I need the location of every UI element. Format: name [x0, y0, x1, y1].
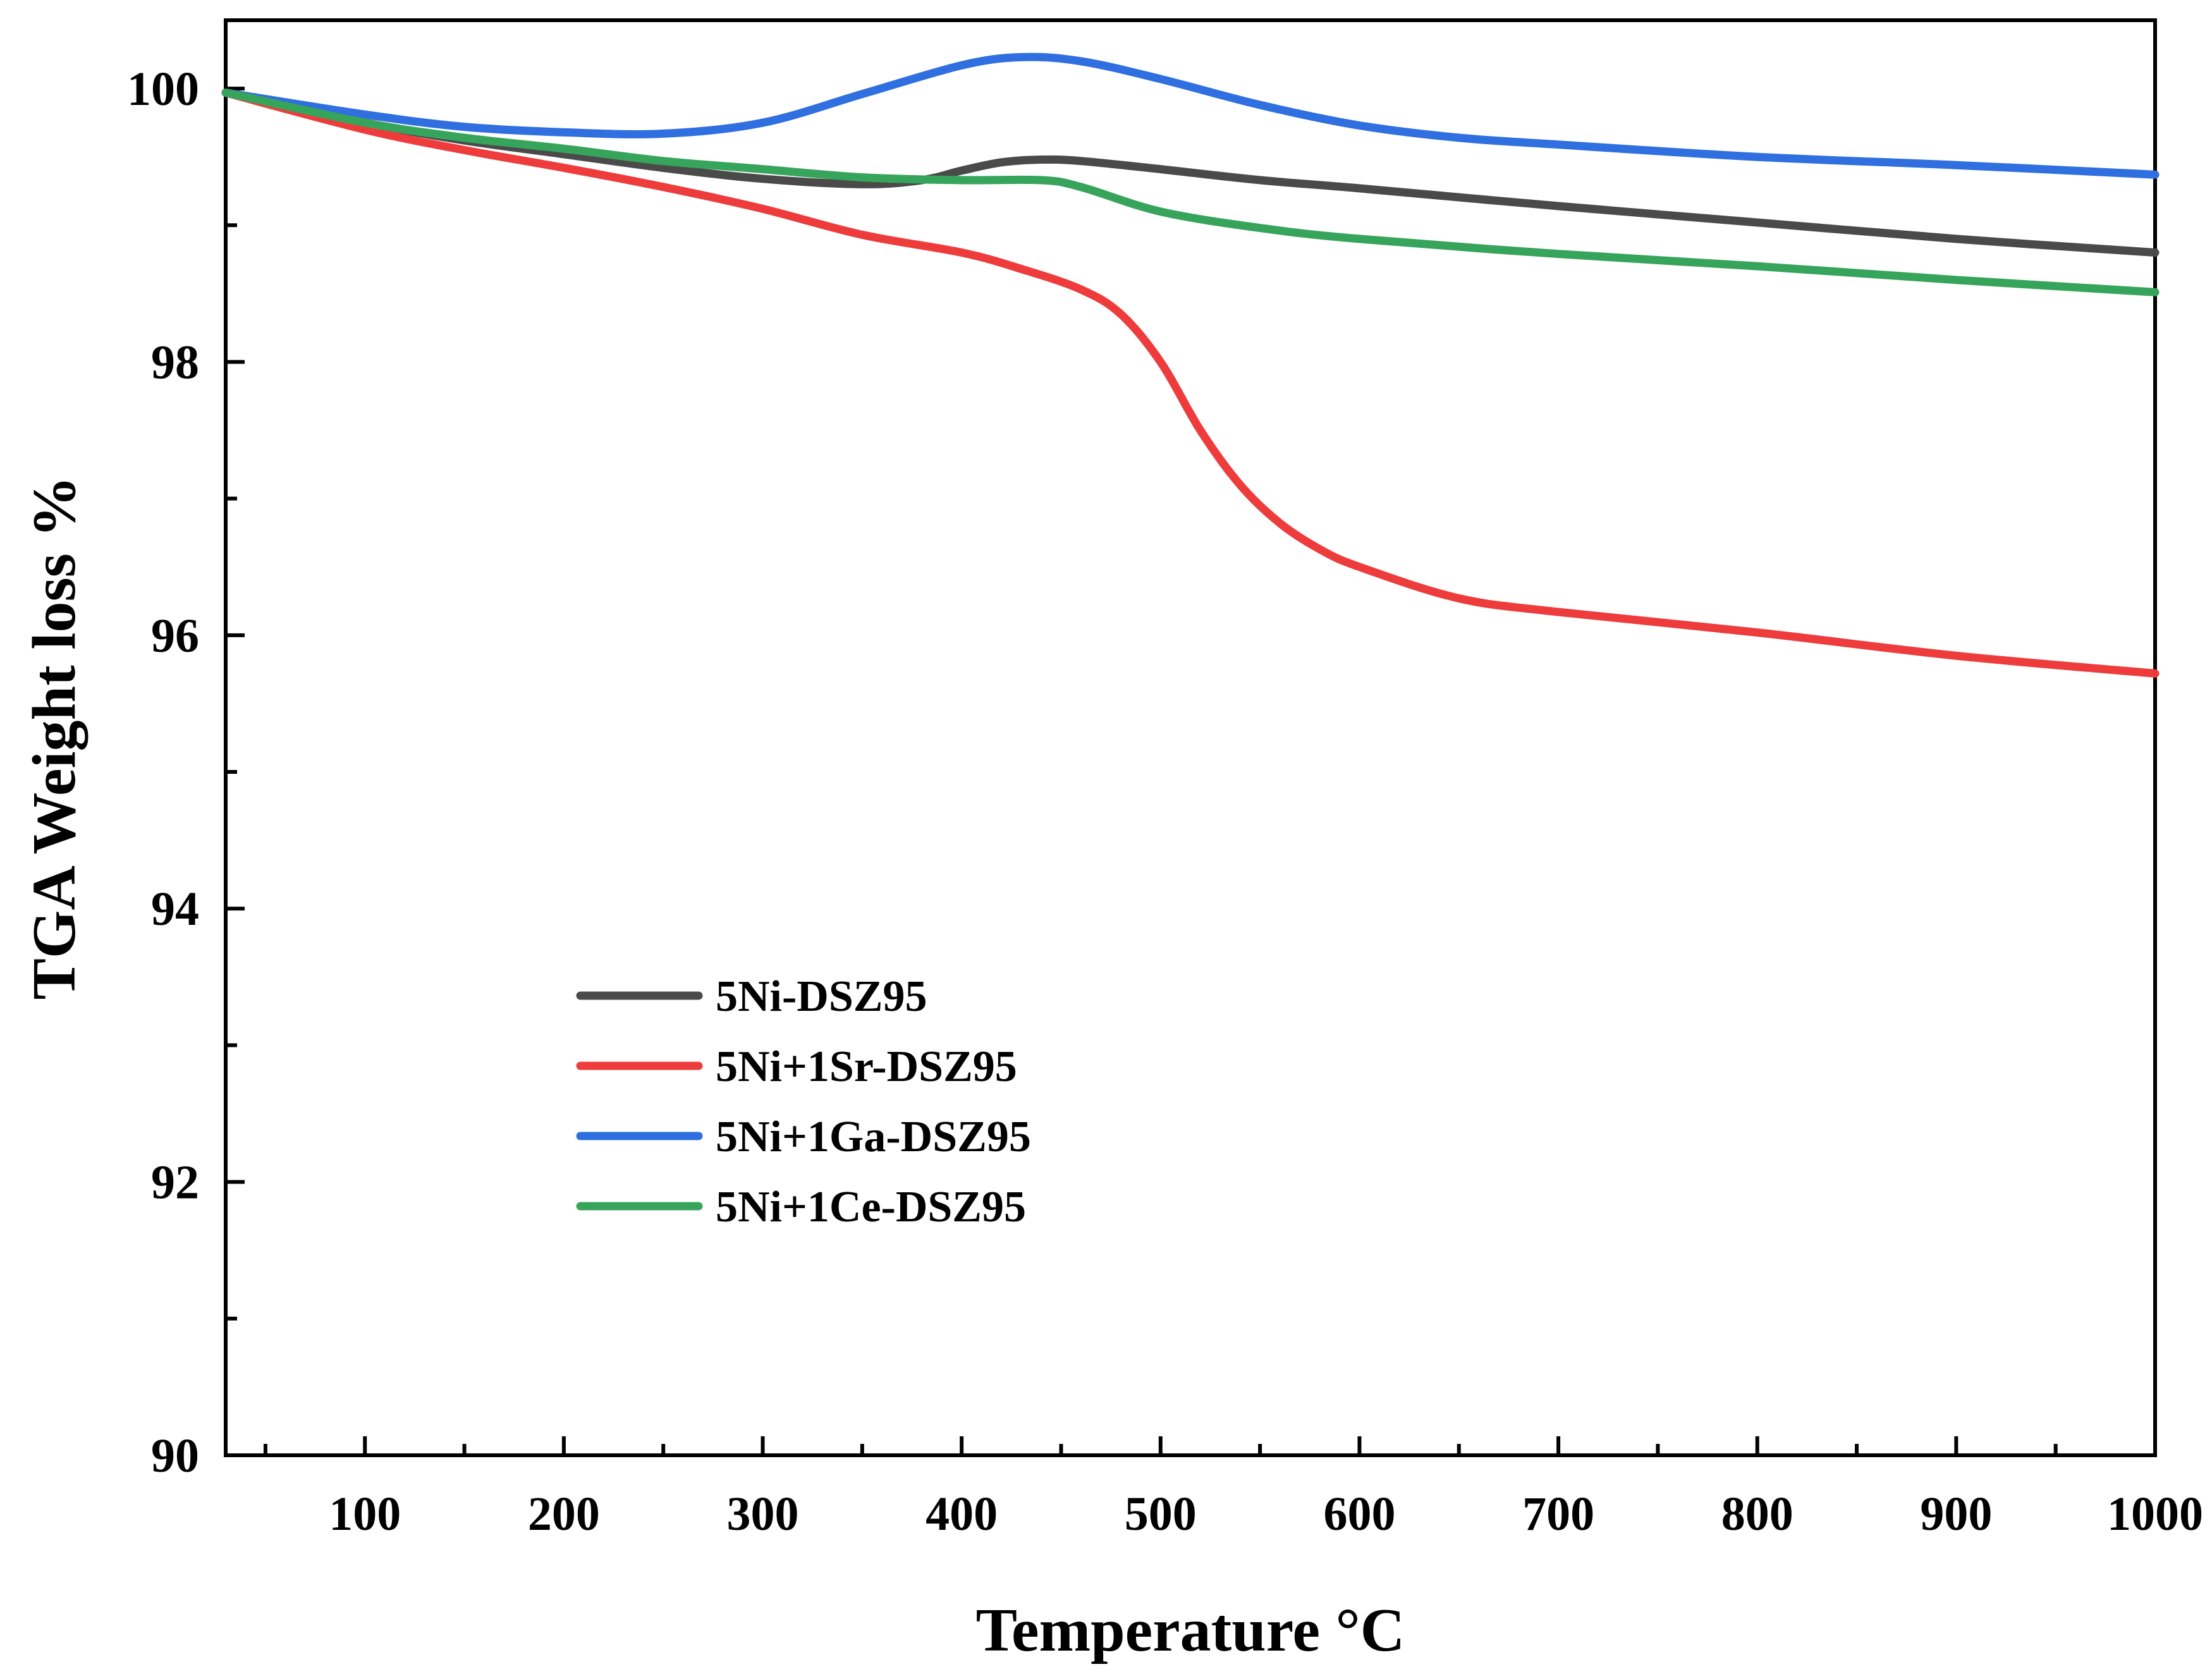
plot-frame: [224, 18, 2157, 1457]
y-axis-title: TGA Weight loss %: [20, 476, 89, 1000]
x-tick-label: 600: [1323, 1488, 1395, 1541]
legend-label: 5Ni-DSZ95: [716, 972, 927, 1021]
x-tick-label: 700: [1522, 1488, 1594, 1541]
x-tick-label: 200: [528, 1488, 600, 1541]
x-axis-title: Temperature °C: [976, 1596, 1405, 1665]
legend-label: 5Ni+1Ce-DSZ95: [716, 1183, 1026, 1231]
y-tick-label: 94: [151, 883, 199, 936]
x-tick-label: 300: [727, 1488, 799, 1541]
x-tick-label: 500: [1125, 1488, 1197, 1541]
series-line-5ni-1ga-dsz95: [221, 52, 2160, 179]
x-tick-label: 1000: [2107, 1488, 2203, 1541]
x-tick-label: 800: [1721, 1488, 1793, 1541]
series-layer: [221, 52, 2160, 678]
y-tick-label: 92: [151, 1156, 199, 1209]
y-axis: 90 92 94 96 98 100: [127, 63, 245, 1482]
y-tick-label: 96: [151, 609, 199, 663]
x-tick-label: 900: [1920, 1488, 1992, 1541]
legend-label: 5Ni+1Sr-DSZ95: [716, 1042, 1017, 1091]
legend: 5Ni-DSZ95 5Ni+1Sr-DSZ95 5Ni+1Ga-DSZ95 5Ni+1…: [576, 972, 1031, 1231]
series-line-5ni-1ce-dsz95: [221, 89, 2160, 296]
legend-label: 5Ni+1Ga-DSZ95: [716, 1113, 1031, 1161]
y-tick-label: 100: [127, 63, 199, 116]
series-line-5ni-dsz95: [221, 89, 2160, 257]
y-tick-label: 98: [151, 336, 199, 389]
series-line-5ni-1sr-dsz95: [221, 89, 2160, 678]
y-tick-label: 90: [151, 1429, 199, 1482]
x-axis: 100 200 300 400 500 600 700 800 900 1000: [263, 1436, 2203, 1541]
x-tick-label: 400: [926, 1488, 998, 1541]
x-tick-label: 100: [329, 1488, 401, 1541]
